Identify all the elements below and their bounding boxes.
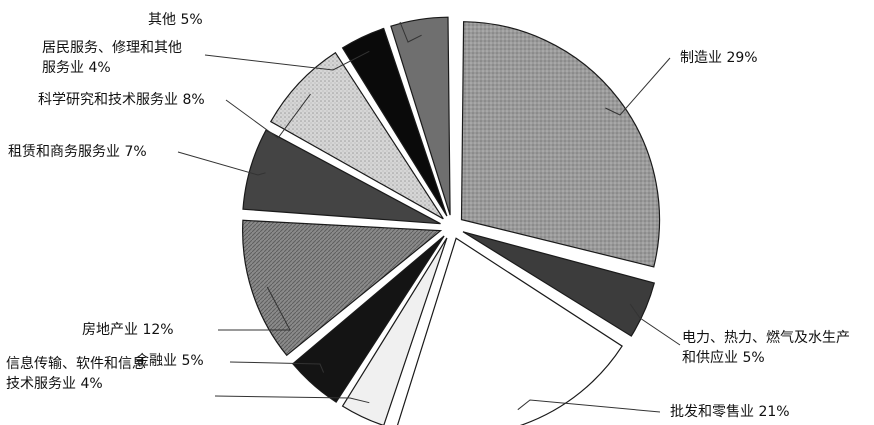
slice-label-6: 租赁和商务服务业 7%: [8, 144, 147, 160]
pie-slice-1: [462, 231, 656, 337]
leader-line-2: [517, 399, 661, 413]
slice-label-8: 居民服务、修理和其他服务业 4%: [42, 40, 182, 76]
leader-line-9: [399, 21, 422, 43]
labels-group: 制造业 29% 电力、热力、燃气及水生产和供应业 5% 批发和零售业 21% 信息传输…: [6, 12, 850, 420]
slice-label-line: 租赁和商务服务业 7%: [8, 144, 147, 160]
pie-slice-7: [269, 51, 444, 220]
slices-group: [242, 16, 661, 425]
pie-slice-6: [242, 129, 441, 225]
slice-label-line: 科学研究和技术服务业 8%: [38, 92, 205, 108]
slice-label-line: 批发和零售业 21%: [670, 404, 790, 420]
slice-label-line: 其他 5%: [148, 12, 203, 28]
leader-line-8: [204, 50, 370, 71]
pie-slice-9: [390, 16, 451, 216]
leader-line-6: [177, 151, 266, 176]
pie-slice-3: [341, 237, 448, 425]
pie-slice-5: [242, 219, 443, 357]
leader-line-3: [214, 395, 370, 404]
slice-label-line: 和供应业 5%: [682, 349, 765, 366]
slice-label-line: 技术服务业 4%: [6, 376, 103, 392]
slice-label-4: 金融业 5%: [135, 353, 204, 369]
slice-label-line: 金融业 5%: [135, 353, 204, 369]
slice-label-0: 制造业 29%: [680, 50, 758, 66]
slice-label-2: 批发和零售业 21%: [670, 404, 790, 420]
leader-line-4: [229, 361, 325, 373]
slice-label-line: 房地产业 12%: [82, 322, 174, 338]
slice-label-line: 服务业 4%: [42, 60, 111, 76]
leader-line-0: [605, 57, 671, 116]
slice-label-9: 其他 5%: [148, 12, 203, 28]
leader-lines-group: [177, 21, 681, 413]
slice-label-5: 房地产业 12%: [82, 322, 174, 338]
slice-label-line: 制造业 29%: [680, 50, 758, 66]
pie-slice-0: [460, 21, 661, 268]
slice-label-3: 信息传输、软件和信息技术服务业 4%: [6, 355, 146, 392]
pie-slice-8: [341, 27, 448, 217]
slice-label-1: 电力、热力、燃气及水生产和供应业 5%: [682, 329, 850, 366]
leader-line-1: [629, 303, 681, 346]
slice-label-line: 信息传输、软件和信息: [6, 355, 146, 372]
slice-label-7: 科学研究和技术服务业 8%: [38, 92, 205, 108]
leader-line-7: [225, 93, 311, 139]
slice-label-line: 电力、热力、燃气及水生产: [682, 329, 850, 346]
slice-label-line: 居民服务、修理和其他: [42, 40, 182, 56]
leader-line-5: [218, 286, 291, 331]
